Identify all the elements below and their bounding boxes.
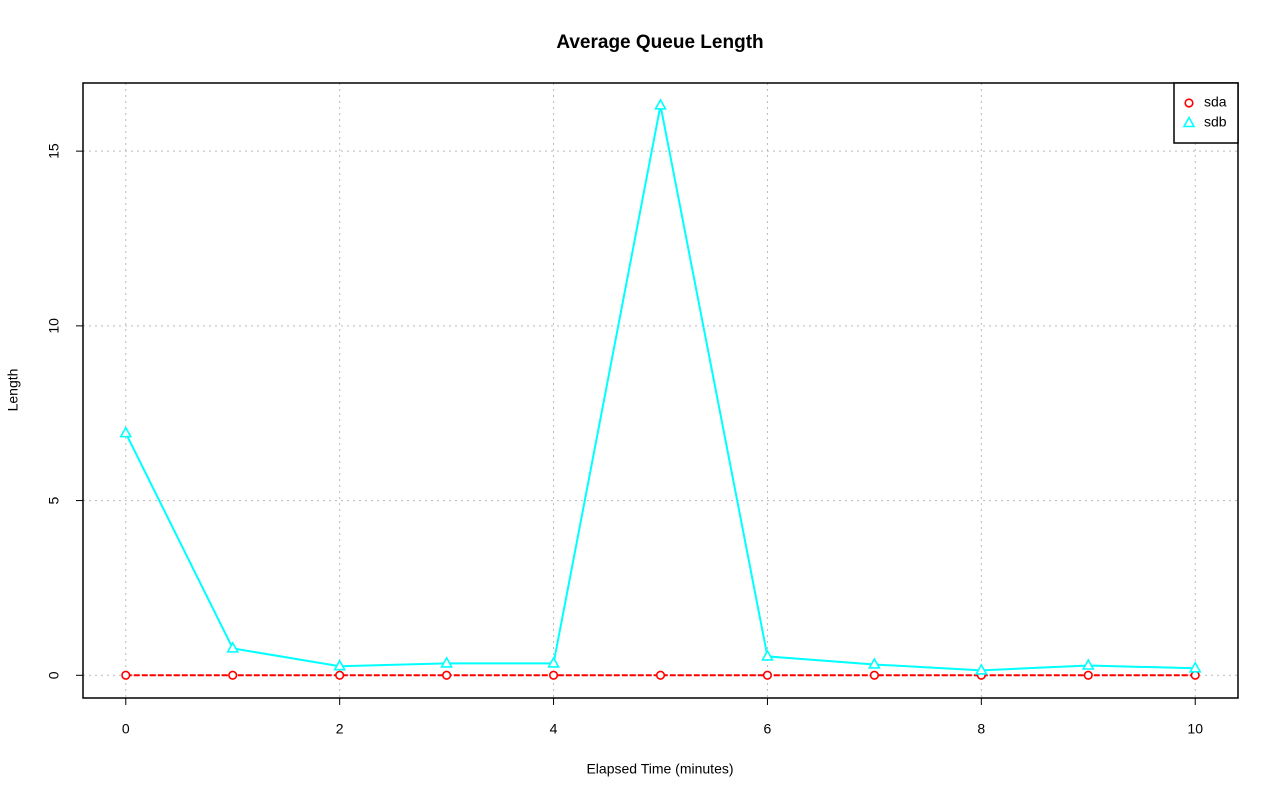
point	[869, 670, 879, 680]
legend-marker	[1184, 98, 1194, 108]
point	[1190, 670, 1200, 680]
x-tick-label: 4	[550, 721, 558, 737]
plot-frame	[82, 82, 1239, 699]
x-tick-label: 0	[122, 721, 130, 737]
y-tick-label: 10	[46, 318, 62, 334]
legend-box	[1173, 82, 1239, 144]
point	[655, 670, 666, 680]
point	[547, 656, 560, 668]
point	[1081, 658, 1095, 670]
point	[762, 670, 773, 680]
point	[868, 657, 881, 669]
point	[442, 670, 452, 680]
point	[119, 425, 133, 438]
legend-label: sda	[1204, 94, 1227, 110]
point	[228, 670, 238, 680]
y-tick-label: 5	[46, 496, 62, 504]
y-axis-label: Length	[5, 369, 21, 412]
x-tick-label: 8	[977, 721, 985, 737]
point	[761, 649, 774, 661]
x-tick-label: 10	[1187, 721, 1203, 737]
x-tick-label: 6	[764, 721, 772, 737]
point	[226, 641, 240, 653]
y-tick-label: 15	[46, 143, 62, 159]
point	[333, 659, 347, 671]
point	[121, 670, 131, 680]
point	[654, 98, 667, 110]
y-tick-label: 0	[46, 671, 62, 679]
point	[548, 670, 559, 680]
x-tick-label: 2	[336, 721, 344, 737]
point	[440, 656, 453, 668]
chart-title: Average Queue Length	[556, 32, 763, 53]
point	[1083, 670, 1093, 680]
x-axis-label: Elapsed Time (minutes)	[586, 761, 733, 777]
legend-marker	[1182, 115, 1196, 128]
legend-label: sdb	[1204, 114, 1227, 130]
point	[1188, 661, 1202, 673]
point	[974, 663, 988, 675]
point	[335, 670, 345, 680]
